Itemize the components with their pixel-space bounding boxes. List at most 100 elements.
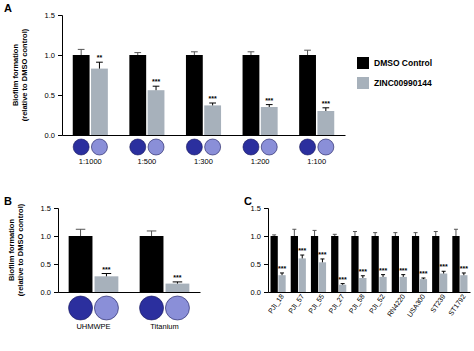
bar xyxy=(91,69,108,135)
error-cap xyxy=(280,272,284,273)
error-bar xyxy=(280,273,284,275)
error-bar xyxy=(300,255,304,258)
error-cap xyxy=(322,107,329,108)
annotation: *** xyxy=(298,247,306,254)
tick-label: USA300 xyxy=(406,293,427,318)
y-axis-title-line: Biofilm formation xyxy=(11,44,20,106)
legend: DMSO ControlZINC00990144 xyxy=(357,57,432,89)
bar xyxy=(95,276,119,292)
error-stem xyxy=(415,233,416,236)
error-bar xyxy=(96,62,103,68)
error-bar xyxy=(173,282,183,284)
annotation: ** xyxy=(97,54,103,61)
error-cap xyxy=(191,51,198,52)
error-stem xyxy=(435,232,436,236)
tick-label: 0.0 xyxy=(45,131,55,140)
tick-mark xyxy=(264,264,268,265)
bar xyxy=(420,279,427,292)
well-image xyxy=(243,139,259,155)
tick-label: PJI_55 xyxy=(307,293,326,316)
y-axis: 0.00.51.01.5 xyxy=(251,204,269,297)
error-cap xyxy=(300,255,304,256)
well-image xyxy=(261,139,277,155)
tick-label: 0.5 xyxy=(41,260,51,269)
well-image xyxy=(91,139,107,155)
bar xyxy=(460,275,467,292)
error-cap xyxy=(248,51,255,52)
annotation: *** xyxy=(359,268,367,275)
bar xyxy=(440,274,447,292)
tick-label: 0.5 xyxy=(251,260,261,269)
bar xyxy=(243,55,260,135)
error-bar xyxy=(320,259,324,262)
error-cap xyxy=(173,281,183,282)
x-tick: USA300 xyxy=(406,292,427,318)
x-axis: PJI_18PJI_57PJI_55PJI_27PJI_58PJI_52RN42… xyxy=(267,292,471,318)
well-image xyxy=(73,139,89,155)
error-bar xyxy=(266,105,273,107)
tick-label: Titanium xyxy=(150,322,178,331)
bar xyxy=(372,236,379,292)
error-cap xyxy=(381,274,385,275)
panel: A**************0.00.51.01.51:10001:5001:… xyxy=(4,2,432,166)
y-tick: 0.0 xyxy=(41,288,58,297)
plot-area xyxy=(271,229,468,292)
y-axis-title: Biofilm formation(relative to DMSO contr… xyxy=(11,28,29,121)
well-image xyxy=(205,139,221,155)
x-tick: ST1792 xyxy=(447,292,467,317)
bar xyxy=(359,278,366,292)
bar xyxy=(452,236,459,292)
y-axis-title-line: (relative to DMSO control) xyxy=(16,203,25,296)
error-bar xyxy=(442,271,446,273)
tick-mark xyxy=(58,15,62,16)
annotation: *** xyxy=(152,78,160,85)
error-bar xyxy=(147,231,157,236)
legend-swatch xyxy=(357,57,369,69)
error-cap xyxy=(341,283,345,284)
x-tick: PJI_27 xyxy=(327,292,346,315)
error-bar xyxy=(292,229,296,236)
tick-mark xyxy=(54,208,58,209)
error-bar xyxy=(373,233,377,236)
y-tick: 1.5 xyxy=(41,204,58,213)
error-cap xyxy=(272,234,276,235)
y-axis-title-line: (relative to DMSO control) xyxy=(20,28,29,121)
bar xyxy=(331,236,338,292)
well-image xyxy=(94,296,118,320)
panel: B******0.00.51.01.5UHMWPETitaniumBiofilm… xyxy=(4,195,201,331)
error-stem xyxy=(455,229,456,236)
tick-label: PJI_52 xyxy=(368,293,387,316)
tick-label: PJI_57 xyxy=(287,293,306,316)
well-image xyxy=(318,139,334,155)
x-tick: PJI_58 xyxy=(348,292,367,315)
error-cap xyxy=(76,229,86,230)
error-bar xyxy=(248,52,255,55)
tick-label: ST1792 xyxy=(447,293,467,317)
bar xyxy=(129,55,146,135)
error-cap xyxy=(266,104,273,105)
tick-label: 1:300 xyxy=(194,157,213,166)
tick-label: 1:200 xyxy=(251,157,270,166)
bar xyxy=(278,275,285,292)
annotation: *** xyxy=(399,267,407,274)
tick-label: 1.5 xyxy=(41,204,51,213)
annotation: *** xyxy=(102,266,110,273)
y-tick: 1.0 xyxy=(251,232,268,241)
tick-label: 1.5 xyxy=(251,204,261,213)
error-bar xyxy=(381,275,385,277)
error-stem xyxy=(314,230,315,236)
annotation: *** xyxy=(278,265,286,272)
x-tick: Titanium xyxy=(150,292,178,331)
tick-mark xyxy=(58,55,62,56)
error-cap xyxy=(421,278,425,279)
bar xyxy=(317,111,334,135)
error-cap xyxy=(414,232,418,233)
error-cap xyxy=(393,232,397,233)
error-bar xyxy=(209,103,216,105)
panel-title: B xyxy=(4,195,12,207)
panel-title: A xyxy=(4,2,12,14)
error-bar xyxy=(361,276,365,278)
error-stem xyxy=(294,229,295,236)
error-cap xyxy=(401,274,405,275)
bar xyxy=(140,236,164,292)
